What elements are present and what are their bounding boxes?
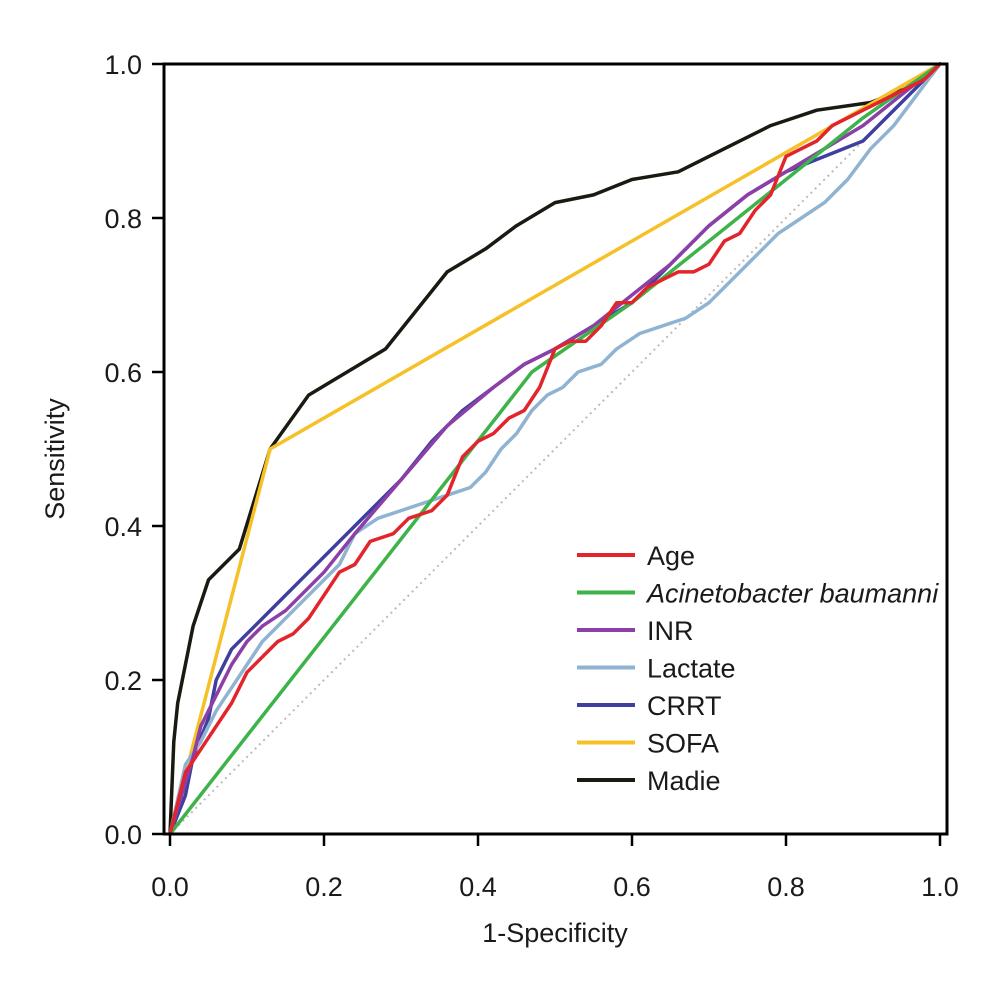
x-tick-label: 0.4 <box>459 872 497 902</box>
legend-item-sofa: SOFA <box>577 729 719 759</box>
y-tick-label: 0.4 <box>104 512 142 542</box>
ticks-layer: 0.0 0.2 0.4 0.6 0.8 1.0 0.0 0.2 0.4 0.6 0.8 1.0 <box>104 50 958 902</box>
legend-label: Lactate <box>647 654 736 684</box>
roc-curve-lactate <box>168 62 942 836</box>
legend-label: INR <box>647 616 694 646</box>
legend-item-lactate: Lactate <box>577 654 736 684</box>
y-tick-label: 0.6 <box>104 358 142 388</box>
y-tick-label: 0.8 <box>104 204 142 234</box>
reference-diagonal-line <box>169 63 941 835</box>
legend-item-acinetobacter-baumanni: Acinetobacter baumanni <box>577 579 939 609</box>
x-tick-label: 1.0 <box>921 872 959 902</box>
x-tick-label: 0.6 <box>613 872 651 902</box>
roc-curve-sofa <box>168 62 942 836</box>
legend-label: Madie <box>647 766 721 796</box>
legend-label: Age <box>647 541 695 571</box>
legend: Age Acinetobacter baumanni INR Lactate CRRT S… <box>577 541 939 796</box>
legend-item-inr: INR <box>577 616 694 646</box>
y-axis-title: Sensitivity <box>40 398 70 520</box>
y-tick-label: 0.0 <box>104 820 142 850</box>
legend-item-crrt: CRRT <box>577 691 722 721</box>
legend-label: SOFA <box>647 729 719 759</box>
plot-frame <box>162 62 949 836</box>
roc-curve-madie <box>168 62 942 836</box>
legend-item-madie: Madie <box>577 766 721 796</box>
legend-item-age: Age <box>577 541 695 571</box>
legend-label: CRRT <box>647 691 722 721</box>
y-tick-label: 1.0 <box>104 50 142 80</box>
curves-layer <box>168 62 942 836</box>
y-tick-label: 0.2 <box>104 666 142 696</box>
x-tick-label: 0.8 <box>767 872 805 902</box>
x-axis-title: 1-Specificity <box>482 918 628 948</box>
x-tick-label: 0.0 <box>151 872 189 902</box>
roc-curve-inr <box>168 62 942 836</box>
roc-curve-age <box>168 62 942 836</box>
reference-line-layer <box>169 63 941 835</box>
x-tick-label: 0.2 <box>305 872 343 902</box>
legend-label: Acinetobacter baumanni <box>645 579 939 609</box>
